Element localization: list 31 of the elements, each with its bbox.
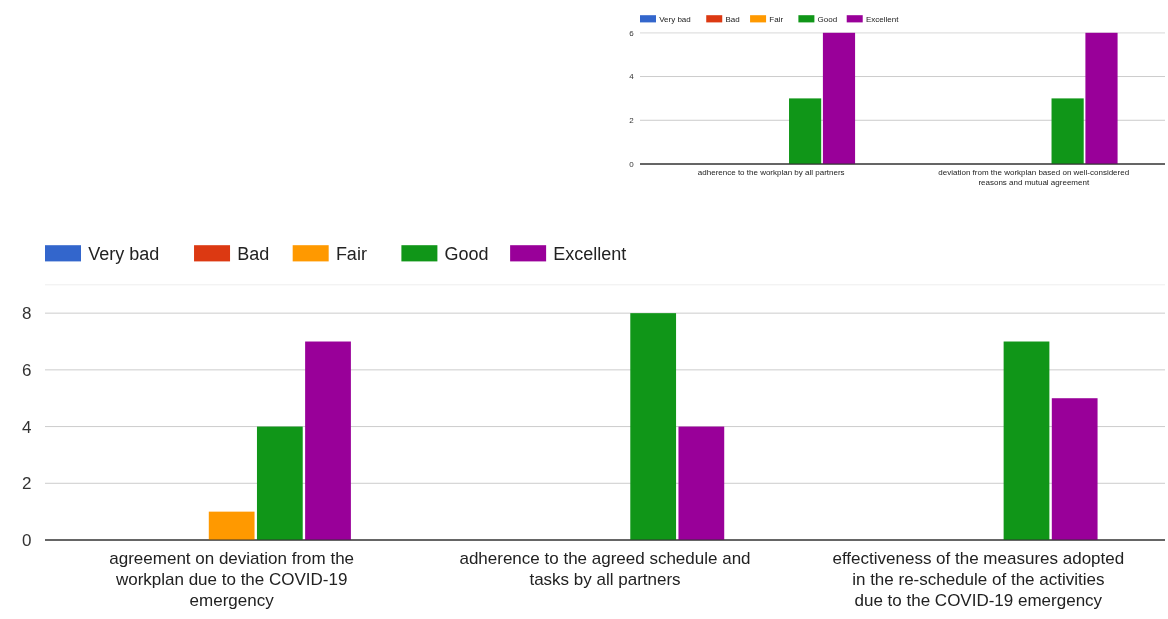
legend-label: Bad [725,14,740,24]
bar [630,313,677,540]
y-tick-label: 4 [629,72,635,82]
bar [1051,398,1098,540]
legend-label: Fair [335,243,367,264]
x-tick-label: effectiveness of the measures adopted in the re-schedule of the activities due to the COVID-19 emergency [832,548,1125,611]
y-tick-label: 6 [21,360,32,380]
y-tick-label: 2 [629,116,635,126]
y-tick-label: 8 [21,304,32,324]
legend-label: Very bad [659,14,691,24]
y-tick-label: 6 [629,28,635,38]
legend-label: Excellent [865,14,900,24]
x-tick-label: agreement on deviation from the workplan due to the COVID-19 emergency [109,548,355,611]
x-tick-label: deviation from the workplan based on well-considered reasons and mutual agreement [938,168,1130,188]
legend-label: Bad [237,243,270,264]
bar [256,426,303,540]
y-tick-label: 0 [629,159,635,169]
y-tick-label: 0 [21,530,32,550]
legend-label: Good [817,14,838,24]
bar [678,426,725,540]
y-tick-label: 4 [21,417,32,437]
bar [1003,341,1050,540]
y-tick-label: 2 [21,474,32,494]
bar [305,341,351,540]
legend-label: Fair [769,14,784,24]
bar [208,511,255,540]
legend-label: Very bad [88,243,160,264]
legend-label: Excellent [553,243,627,264]
x-tick-label: adherence to the workplan by all partners [697,168,845,178]
x-tick-label: adherence to the agreed schedule and tasks by all partners [459,548,751,590]
legend-label: Good [444,243,489,264]
